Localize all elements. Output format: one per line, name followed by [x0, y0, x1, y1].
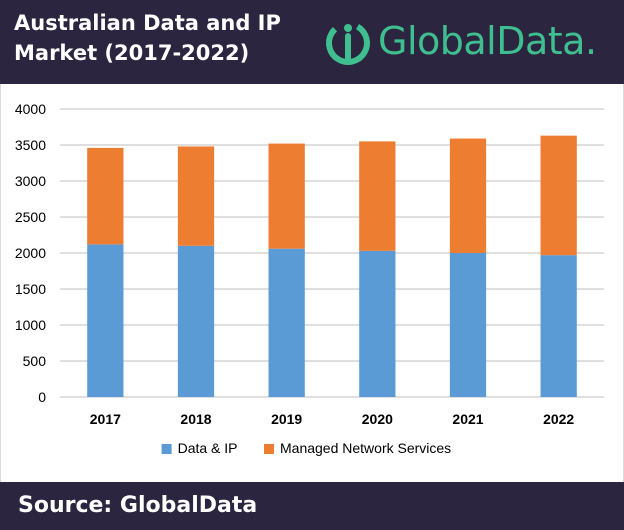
bar-segment-data-ip: [87, 244, 124, 397]
y-tick-label: 1500: [15, 281, 46, 297]
legend: Data & IP Managed Network Services: [161, 440, 451, 456]
legend-swatch: [264, 444, 274, 454]
legend-label: Managed Network Services: [280, 440, 451, 456]
legend-label: Data & IP: [178, 440, 238, 456]
bar-segment-data-ip: [359, 250, 396, 397]
source-label: Source: GlobalData: [18, 493, 258, 518]
bar-segment-data-ip: [540, 255, 577, 397]
bar-segment-managed-network-services: [268, 143, 305, 249]
logo-wordmark: GlobalData.: [378, 19, 597, 63]
header-banner: Australian Data and IP Market (2017-2022…: [0, 0, 624, 84]
bar-segment-managed-network-services: [359, 141, 396, 251]
bar-segment-data-ip: [449, 253, 487, 397]
bar-segment-data-ip: [268, 248, 305, 397]
chart-area: 0 500 1000 1500 2000 2500 3000 3500 4000 2017 201…: [0, 95, 624, 475]
x-tick-label: 2017: [90, 411, 121, 427]
x-tick-label: 2020: [362, 411, 393, 427]
legend-swatch: [161, 444, 172, 454]
bar-segment-managed-network-services: [177, 146, 215, 246]
x-axis-ticks: 2017 2018 2019 2020 2021 2022: [90, 411, 575, 427]
bar-segment-data-ip: [177, 245, 215, 397]
gridlines: [60, 108, 604, 398]
y-axis-ticks: 0 500 1000 1500 2000 2500 3000 3500 4000: [15, 101, 46, 405]
footer-banner: Source: GlobalData: [0, 482, 624, 530]
bar-segment-managed-network-services: [540, 135, 577, 256]
chart-title: Australian Data and IP Market (2017-2022…: [14, 11, 281, 65]
bar-segment-managed-network-services: [449, 138, 487, 253]
y-tick-label: 500: [23, 353, 47, 369]
globaldata-logo: GlobalData.: [322, 12, 622, 72]
y-tick-label: 2500: [15, 209, 46, 225]
x-tick-label: 2018: [180, 411, 211, 427]
bar-segment-managed-network-services: [87, 147, 124, 245]
bars: [87, 135, 577, 397]
y-tick-label: 4000: [15, 101, 46, 117]
x-tick-label: 2021: [452, 411, 483, 427]
y-tick-label: 3500: [15, 137, 46, 153]
x-tick-label: 2019: [271, 411, 302, 427]
x-tick-label: 2022: [543, 411, 574, 427]
y-tick-label: 2000: [15, 245, 46, 261]
globaldata-logo-icon: [326, 20, 370, 65]
y-tick-label: 3000: [15, 173, 46, 189]
y-tick-label: 0: [38, 389, 46, 405]
y-tick-label: 1000: [15, 317, 46, 333]
